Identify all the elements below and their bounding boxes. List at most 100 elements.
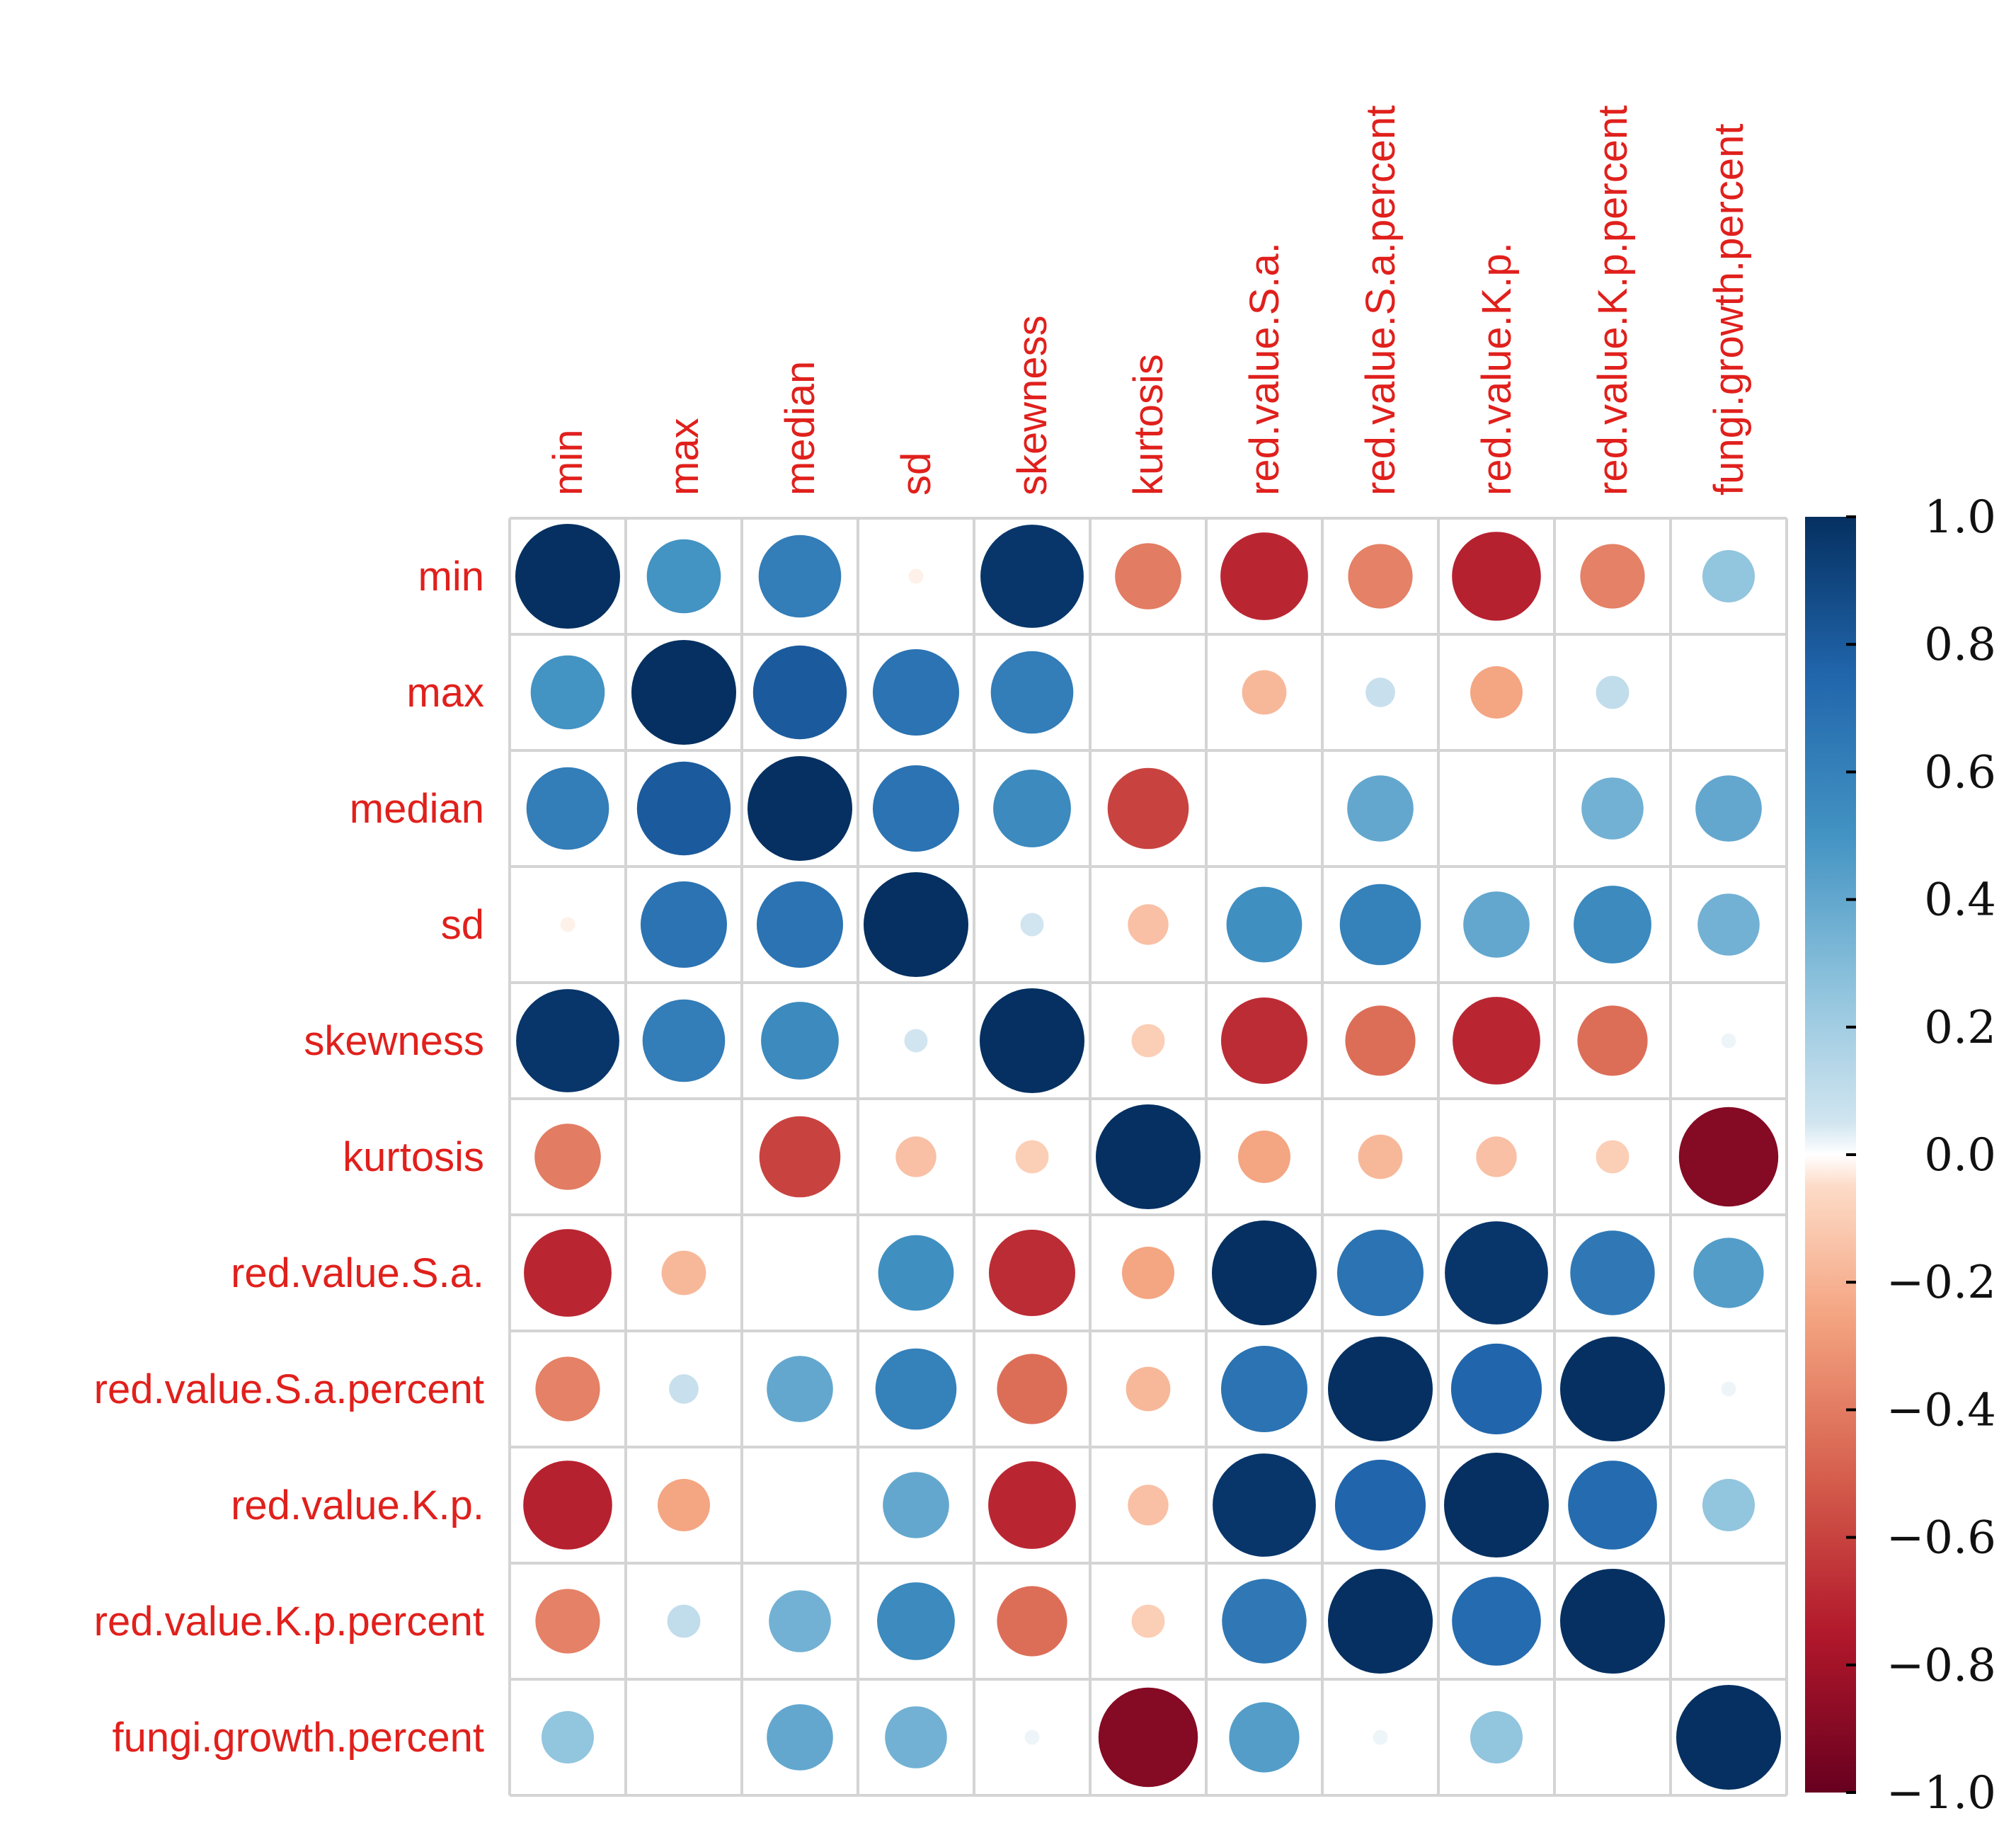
correlation-circle-red.value.K.p.-fungi.growth.percent: red.value.K.p. / fungi.growth.percent: 0… bbox=[1702, 1479, 1755, 1531]
correlation-circle-sd-fungi.growth.percent: sd / fungi.growth.percent: 0.35 bbox=[1697, 893, 1760, 956]
row-labels: min max median sd skewness kurtosis red.value.… bbox=[94, 554, 484, 1761]
correlation-circle-min-sd: min / sd: -0.02 bbox=[908, 568, 924, 584]
correlation-circle-red.value.K.p.percent-red.value.K.p.: red.value.K.p.percent / red.value.K.p.: … bbox=[1452, 1577, 1541, 1666]
correlation-circle-kurtosis-red.value.S.a.: kurtosis / red.value.S.a.: -0.25 bbox=[1238, 1131, 1290, 1183]
row-label: sd bbox=[441, 902, 484, 948]
correlation-circle-red.value.K.p.percent-max: red.value.K.p.percent / max: 0.10 bbox=[667, 1604, 701, 1638]
correlation-circle-red.value.K.p.percent-skewness: red.value.K.p.percent / skewness: -0.45 bbox=[997, 1586, 1067, 1657]
correlation-circle-red.value.S.a.-max: red.value.S.a. / max: -0.18 bbox=[661, 1250, 706, 1296]
colorbar-tick-label: 1.0 bbox=[1924, 491, 1996, 544]
correlation-circle-median-max: median / max: 0.80 bbox=[636, 761, 731, 856]
correlation-circle-red.value.K.p.-red.value.S.a.: red.value.K.p. / red.value.S.a.: 0.97 bbox=[1213, 1453, 1316, 1557]
correlation-circle-red.value.S.a.percent-red.value.K.p.: red.value.S.a.percent / red.value.K.p.: … bbox=[1450, 1343, 1542, 1435]
correlation-circle-red.value.S.a.-red.value.S.a.percent: red.value.S.a. / red.value.S.a.percent: … bbox=[1337, 1230, 1424, 1316]
row-label: fungi.growth.percent bbox=[112, 1715, 484, 1761]
correlation-circle-red.value.S.a.percent-red.value.S.a.: red.value.S.a.percent / red.value.S.a.: … bbox=[1221, 1346, 1307, 1432]
correlation-circle-sd-skewness: sd / skewness: 0.05 bbox=[1020, 913, 1044, 937]
correlation-circle-min-kurtosis: min / kurtosis: -0.40 bbox=[1115, 543, 1181, 610]
column-label: fungi.growth.percent bbox=[1706, 123, 1752, 496]
correlation-circle-min-red.value.K.p.percent: min / red.value.K.p.percent: -0.38 bbox=[1580, 544, 1645, 609]
row-label: min bbox=[418, 554, 484, 600]
correlation-circle-red.value.K.p.-skewness: red.value.K.p. / skewness: -0.70 bbox=[988, 1461, 1076, 1549]
correlation-circle-red.value.K.p.percent-median: red.value.K.p.percent / median: 0.35 bbox=[769, 1590, 831, 1652]
correlation-circle-red.value.K.p.percent-sd: red.value.K.p.percent / sd: 0.55 bbox=[877, 1582, 955, 1660]
correlation-circle-fungi.growth.percent-red.value.S.a.: fungi.growth.percent / red.value.S.a.: 0… bbox=[1229, 1702, 1300, 1773]
correlation-circle-min-red.value.S.a.percent: min / red.value.S.a.percent: -0.38 bbox=[1348, 544, 1413, 609]
correlation-circle-fungi.growth.percent-sd: fungi.growth.percent / sd: 0.35 bbox=[885, 1706, 947, 1768]
column-label: min bbox=[545, 430, 591, 496]
correlation-circle-skewness-max: skewness / max: 0.62 bbox=[642, 999, 726, 1082]
correlation-circles: min / min: 1.00 min / max: 0.50 min / medi… bbox=[515, 524, 1781, 1790]
column-label: kurtosis bbox=[1126, 354, 1172, 496]
correlation-circle-max-red.value.K.p.: max / red.value.K.p.: -0.25 bbox=[1470, 666, 1523, 719]
colorbar-tick-label: 0.8 bbox=[1924, 619, 1996, 671]
correlation-circle-min-fungi.growth.percent: min / fungi.growth.percent: 0.25 bbox=[1702, 550, 1755, 602]
correlation-circle-red.value.S.a.-skewness: red.value.S.a. / skewness: -0.68 bbox=[989, 1230, 1075, 1316]
correlation-circle-red.value.S.a.-min: red.value.S.a. / min: -0.70 bbox=[524, 1229, 612, 1317]
colorbar-tick-label: −1.0 bbox=[1886, 1767, 1996, 1819]
colorbar-tick-label: 0.0 bbox=[1924, 1129, 1996, 1182]
correlation-circle-max-sd: max / sd: 0.68 bbox=[873, 649, 959, 736]
correlation-circle-max-red.value.K.p.percent: max / red.value.K.p.percent: 0.10 bbox=[1596, 675, 1630, 709]
correlation-circle-red.value.S.a.percent-red.value.K.p.percent: red.value.S.a.percent / red.value.K.p.pe… bbox=[1560, 1337, 1665, 1441]
correlation-circle-sd-median: sd / median: 0.68 bbox=[757, 881, 843, 968]
correlation-circle-red.value.S.a.percent-skewness: red.value.S.a.percent / skewness: -0.45 bbox=[997, 1354, 1067, 1424]
colorbar: 1.0 0.8 0.6 0.4 0.2 0.0 −0.2 −0.4 −0.6 −0.8 −1.0 bbox=[1805, 491, 1996, 1819]
correlation-circle-kurtosis-red.value.S.a.percent: kurtosis / red.value.S.a.percent: -0.18 bbox=[1358, 1134, 1403, 1179]
correlation-circle-fungi.growth.percent-red.value.K.p.: fungi.growth.percent / red.value.K.p.: 0… bbox=[1470, 1711, 1523, 1763]
correlation-circle-red.value.S.a.-red.value.S.a.: red.value.S.a. / red.value.S.a.: 1.00 bbox=[1212, 1221, 1317, 1325]
correlation-circle-red.value.S.a.percent-fungi.growth.percent: red.value.S.a.percent / fungi.growth.per… bbox=[1721, 1381, 1736, 1397]
correlation-circle-sd-red.value.S.a.percent: sd / red.value.S.a.percent: 0.60 bbox=[1339, 884, 1421, 966]
correlation-circle-median-skewness: median / skewness: 0.55 bbox=[993, 770, 1071, 847]
correlation-circle-red.value.S.a.percent-red.value.S.a.percent: red.value.S.a.percent / red.value.S.a.pe… bbox=[1328, 1337, 1433, 1441]
column-label: red.value.K.p.percent bbox=[1590, 105, 1636, 496]
correlation-circle-red.value.S.a.-sd: red.value.S.a. / sd: 0.52 bbox=[878, 1235, 954, 1311]
column-label: median bbox=[777, 361, 823, 496]
correlation-circle-red.value.K.p.percent-kurtosis: red.value.K.p.percent / kurtosis: -0.10 bbox=[1131, 1604, 1165, 1638]
correlation-circle-median-red.value.K.p.percent: median / red.value.K.p.percent: 0.35 bbox=[1581, 777, 1644, 840]
correlation-circle-red.value.K.p.-red.value.S.a.percent: red.value.K.p. / red.value.S.a.percent: … bbox=[1334, 1459, 1426, 1551]
matrix-grid bbox=[508, 517, 1788, 1797]
colorbar-tick-label: 0.2 bbox=[1924, 1002, 1996, 1054]
correlation-circle-skewness-skewness: skewness / skewness: 1.00 bbox=[980, 988, 1084, 1093]
correlation-circle-median-min: median / min: 0.62 bbox=[526, 767, 609, 850]
correlation-circle-fungi.growth.percent-kurtosis: fungi.growth.percent / kurtosis: -0.90 bbox=[1098, 1687, 1198, 1788]
correlation-circle-max-red.value.S.a.percent: max / red.value.S.a.percent: 0.08 bbox=[1365, 678, 1395, 707]
correlation-circle-red.value.K.p.-max: red.value.K.p. / max: -0.25 bbox=[658, 1479, 710, 1531]
correlation-circle-skewness-min: skewness / min: 0.97 bbox=[516, 989, 619, 1092]
correlation-circle-skewness-red.value.S.a.percent: skewness / red.value.S.a.percent: -0.45 bbox=[1345, 1005, 1416, 1076]
correlation-circle-skewness-red.value.K.p.: skewness / red.value.K.p.: -0.70 bbox=[1453, 997, 1540, 1085]
column-label: red.value.K.p. bbox=[1474, 242, 1520, 496]
correlation-circle-red.value.S.a.percent-min: red.value.S.a.percent / min: -0.38 bbox=[535, 1356, 600, 1422]
correlation-circle-red.value.S.a.-fungi.growth.percent: red.value.S.a. / fungi.growth.percent: 0… bbox=[1693, 1237, 1764, 1308]
correlation-circle-skewness-red.value.K.p.percent: skewness / red.value.K.p.percent: -0.45 bbox=[1577, 1005, 1648, 1076]
colorbar-tick-label: 0.6 bbox=[1924, 746, 1996, 799]
correlation-circle-red.value.S.a.percent-max: red.value.S.a.percent / max: 0.08 bbox=[669, 1374, 699, 1404]
correlation-circle-max-min: max / min: 0.50 bbox=[530, 655, 605, 730]
correlation-circle-median-median: median / median: 1.00 bbox=[748, 756, 852, 861]
correlation-circle-skewness-sd: skewness / sd: 0.05 bbox=[904, 1029, 928, 1053]
correlation-circle-fungi.growth.percent-red.value.S.a.percent: fungi.growth.percent / red.value.S.a.per… bbox=[1373, 1730, 1388, 1745]
colorbar-tick-label: −0.8 bbox=[1886, 1640, 1996, 1692]
correlation-circle-kurtosis-fungi.growth.percent: kurtosis / fungi.growth.percent: -0.90 bbox=[1678, 1107, 1779, 1207]
correlation-circle-median-kurtosis: median / kurtosis: -0.60 bbox=[1107, 767, 1189, 850]
colorbar-tick-label: 0.4 bbox=[1924, 874, 1996, 927]
correlation-circle-red.value.K.p.percent-red.value.K.p.percent: red.value.K.p.percent / red.value.K.p.pe… bbox=[1560, 1569, 1665, 1674]
correlation-circle-red.value.S.a.percent-median: red.value.S.a.percent / median: 0.40 bbox=[767, 1356, 833, 1422]
correlation-circle-red.value.S.a.-red.value.K.p.percent: red.value.S.a. / red.value.K.p.percent: … bbox=[1570, 1230, 1655, 1315]
row-label: kurtosis bbox=[343, 1134, 484, 1180]
row-label: max bbox=[406, 670, 484, 716]
correlation-circle-red.value.K.p.-min: red.value.K.p. / min: -0.72 bbox=[523, 1460, 612, 1550]
correlation-circle-sd-kurtosis: sd / kurtosis: -0.15 bbox=[1128, 904, 1169, 945]
column-label: red.value.S.a.percent bbox=[1358, 105, 1404, 496]
correlation-circle-kurtosis-skewness: kurtosis / skewness: -0.10 bbox=[1015, 1140, 1049, 1174]
column-labels: min max median sd skewness kurtosis red.value.… bbox=[545, 105, 1752, 496]
correlation-circle-red.value.K.p.-red.value.K.p.percent: red.value.K.p. / red.value.K.p.percent: … bbox=[1568, 1460, 1657, 1550]
correlation-circle-red.value.K.p.-red.value.K.p.: red.value.K.p. / red.value.K.p.: 1.00 bbox=[1444, 1453, 1549, 1557]
correlation-circle-red.value.K.p.-sd: red.value.K.p. / sd: 0.40 bbox=[883, 1472, 949, 1538]
correlation-circle-sd-red.value.K.p.: sd / red.value.K.p.: 0.40 bbox=[1463, 891, 1530, 958]
correlation-circle-min-median: min / median: 0.62 bbox=[758, 535, 842, 618]
correlation-circle-kurtosis-red.value.K.p.: kurtosis / red.value.K.p.: -0.15 bbox=[1476, 1136, 1517, 1177]
correlation-circle-skewness-red.value.S.a.: skewness / red.value.S.a.: -0.68 bbox=[1221, 997, 1307, 1084]
correlation-circle-sd-min: sd / min: -0.02 bbox=[560, 917, 575, 932]
